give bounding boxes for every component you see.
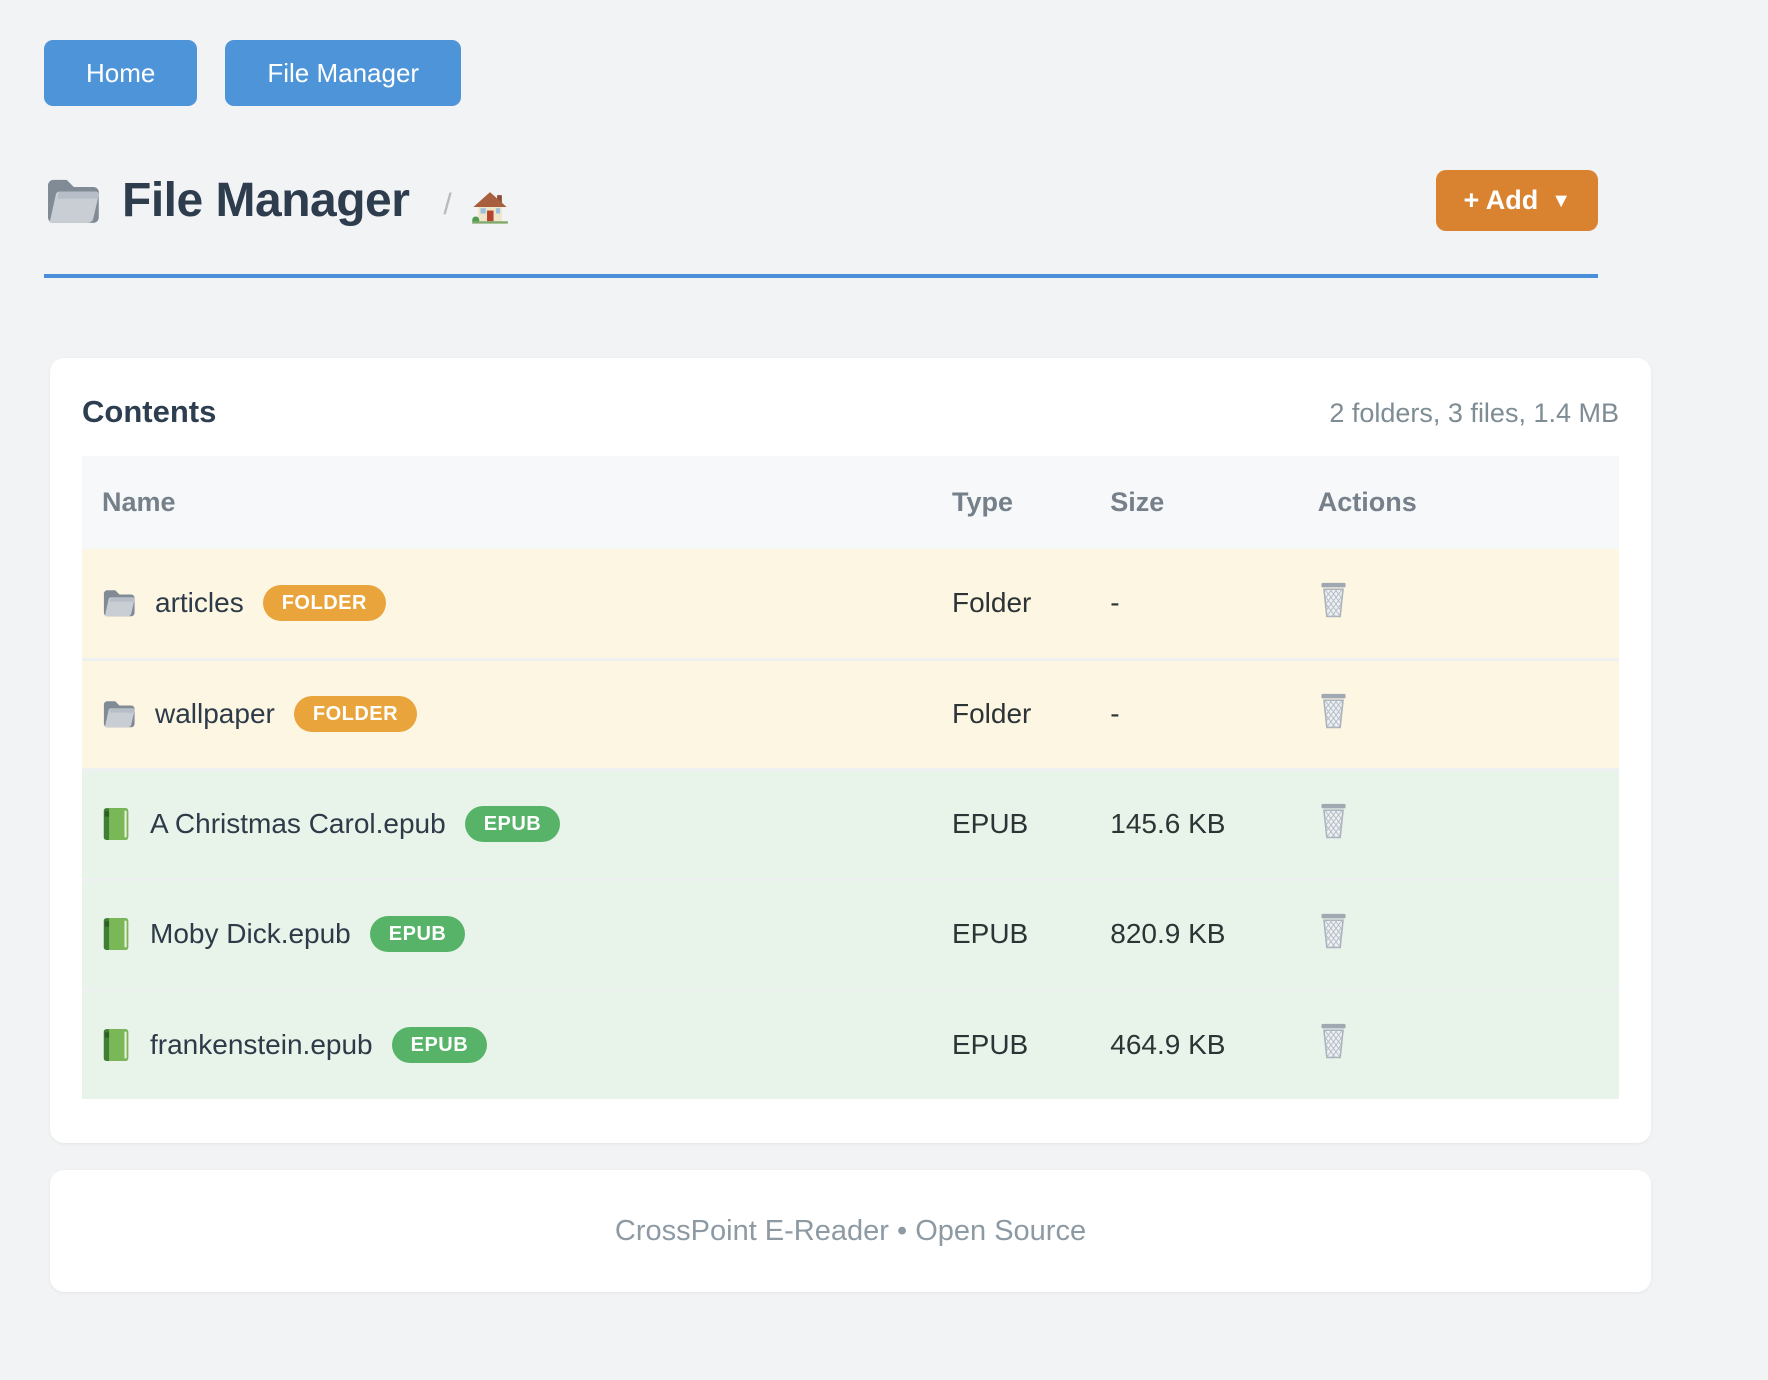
wastebasket-icon bbox=[1318, 692, 1349, 730]
file-size-cell: - bbox=[1090, 657, 1298, 769]
column-header-size: Size bbox=[1090, 456, 1298, 549]
caret-down-icon: ▼ bbox=[1551, 189, 1571, 212]
file-type-cell: EPUB bbox=[931, 987, 1091, 1099]
file-name-link[interactable]: wallpaper bbox=[155, 698, 275, 729]
wastebasket-icon bbox=[1318, 581, 1349, 619]
table-row: articles FOLDER Folder - bbox=[82, 549, 1619, 659]
table-header-row: Name Type Size Actions bbox=[82, 456, 1619, 549]
title-divider bbox=[44, 274, 1598, 278]
contents-summary: 2 folders, 3 files, 1.4 MB bbox=[1329, 398, 1619, 428]
breadcrumb-separator: / bbox=[443, 188, 452, 221]
house-icon[interactable] bbox=[471, 188, 509, 226]
wastebasket-icon bbox=[1318, 912, 1349, 950]
file-size-cell: 145.6 KB bbox=[1090, 767, 1298, 879]
file-table-body: articles FOLDER Folder - wallpaper FOLDE… bbox=[82, 549, 1619, 1099]
contents-card: Contents 2 folders, 3 files, 1.4 MB Name… bbox=[50, 358, 1651, 1143]
folder-icon bbox=[102, 587, 136, 619]
type-badge: FOLDER bbox=[262, 585, 386, 622]
column-header-name: Name bbox=[82, 456, 932, 549]
table-row: frankenstein.epub EPUB EPUB 464.9 KB bbox=[82, 987, 1619, 1099]
type-badge: FOLDER bbox=[293, 696, 418, 732]
page: Home File Manager File Manager / + Add ▼… bbox=[44, 40, 1768, 1292]
file-size-cell: 464.9 KB bbox=[1090, 987, 1298, 1099]
top-nav: Home File Manager bbox=[44, 40, 1768, 106]
file-size-cell: - bbox=[1090, 549, 1298, 659]
home-button[interactable]: Home bbox=[44, 40, 198, 106]
table-row: A Christmas Carol.epub EPUB EPUB 145.6 K… bbox=[82, 767, 1619, 879]
contents-card-header: Contents 2 folders, 3 files, 1.4 MB bbox=[82, 394, 1619, 430]
file-type-cell: EPUB bbox=[931, 877, 1091, 989]
file-type-cell: Folder bbox=[931, 549, 1091, 659]
table-row: wallpaper FOLDER Folder - bbox=[82, 657, 1619, 769]
footer-card: CrossPoint E-Reader • Open Source bbox=[50, 1170, 1651, 1292]
contents-heading: Contents bbox=[82, 394, 217, 429]
type-badge: EPUB bbox=[391, 1026, 488, 1063]
green-book-icon bbox=[102, 917, 131, 951]
green-book-icon bbox=[102, 807, 131, 841]
delete-button[interactable] bbox=[1318, 581, 1349, 619]
delete-button[interactable] bbox=[1318, 692, 1349, 730]
table-row: Moby Dick.epub EPUB EPUB 820.9 KB bbox=[82, 877, 1619, 989]
column-header-type: Type bbox=[931, 456, 1091, 549]
delete-button[interactable] bbox=[1318, 1022, 1349, 1060]
type-badge: EPUB bbox=[464, 806, 561, 842]
page-title: File Manager / bbox=[44, 173, 509, 228]
column-header-actions: Actions bbox=[1297, 456, 1619, 549]
delete-button[interactable] bbox=[1318, 802, 1349, 840]
file-manager-button[interactable]: File Manager bbox=[225, 40, 462, 106]
open-folder-icon bbox=[44, 176, 102, 226]
file-table: Name Type Size Actions articles FOLDER F… bbox=[82, 456, 1619, 1099]
file-size-cell: 820.9 KB bbox=[1090, 877, 1298, 989]
file-name-link[interactable]: A Christmas Carol.epub bbox=[150, 808, 446, 839]
file-name-link[interactable]: articles bbox=[155, 587, 244, 619]
file-name-link[interactable]: frankenstein.epub bbox=[150, 1028, 373, 1060]
file-name-link[interactable]: Moby Dick.epub bbox=[150, 918, 351, 949]
file-type-cell: Folder bbox=[931, 657, 1091, 769]
green-book-icon bbox=[102, 1028, 131, 1062]
type-badge: EPUB bbox=[369, 916, 466, 952]
folder-icon bbox=[102, 698, 136, 730]
file-type-cell: EPUB bbox=[931, 767, 1091, 879]
add-button[interactable]: + Add ▼ bbox=[1436, 170, 1598, 231]
footer-text: CrossPoint E-Reader • Open Source bbox=[614, 1214, 1087, 1247]
page-header: File Manager / + Add ▼ bbox=[44, 170, 1598, 278]
wastebasket-icon bbox=[1318, 1022, 1349, 1060]
wastebasket-icon bbox=[1318, 802, 1349, 840]
delete-button[interactable] bbox=[1318, 912, 1349, 950]
add-button-label: + Add bbox=[1463, 185, 1539, 215]
page-title-text: File Manager bbox=[122, 174, 410, 227]
